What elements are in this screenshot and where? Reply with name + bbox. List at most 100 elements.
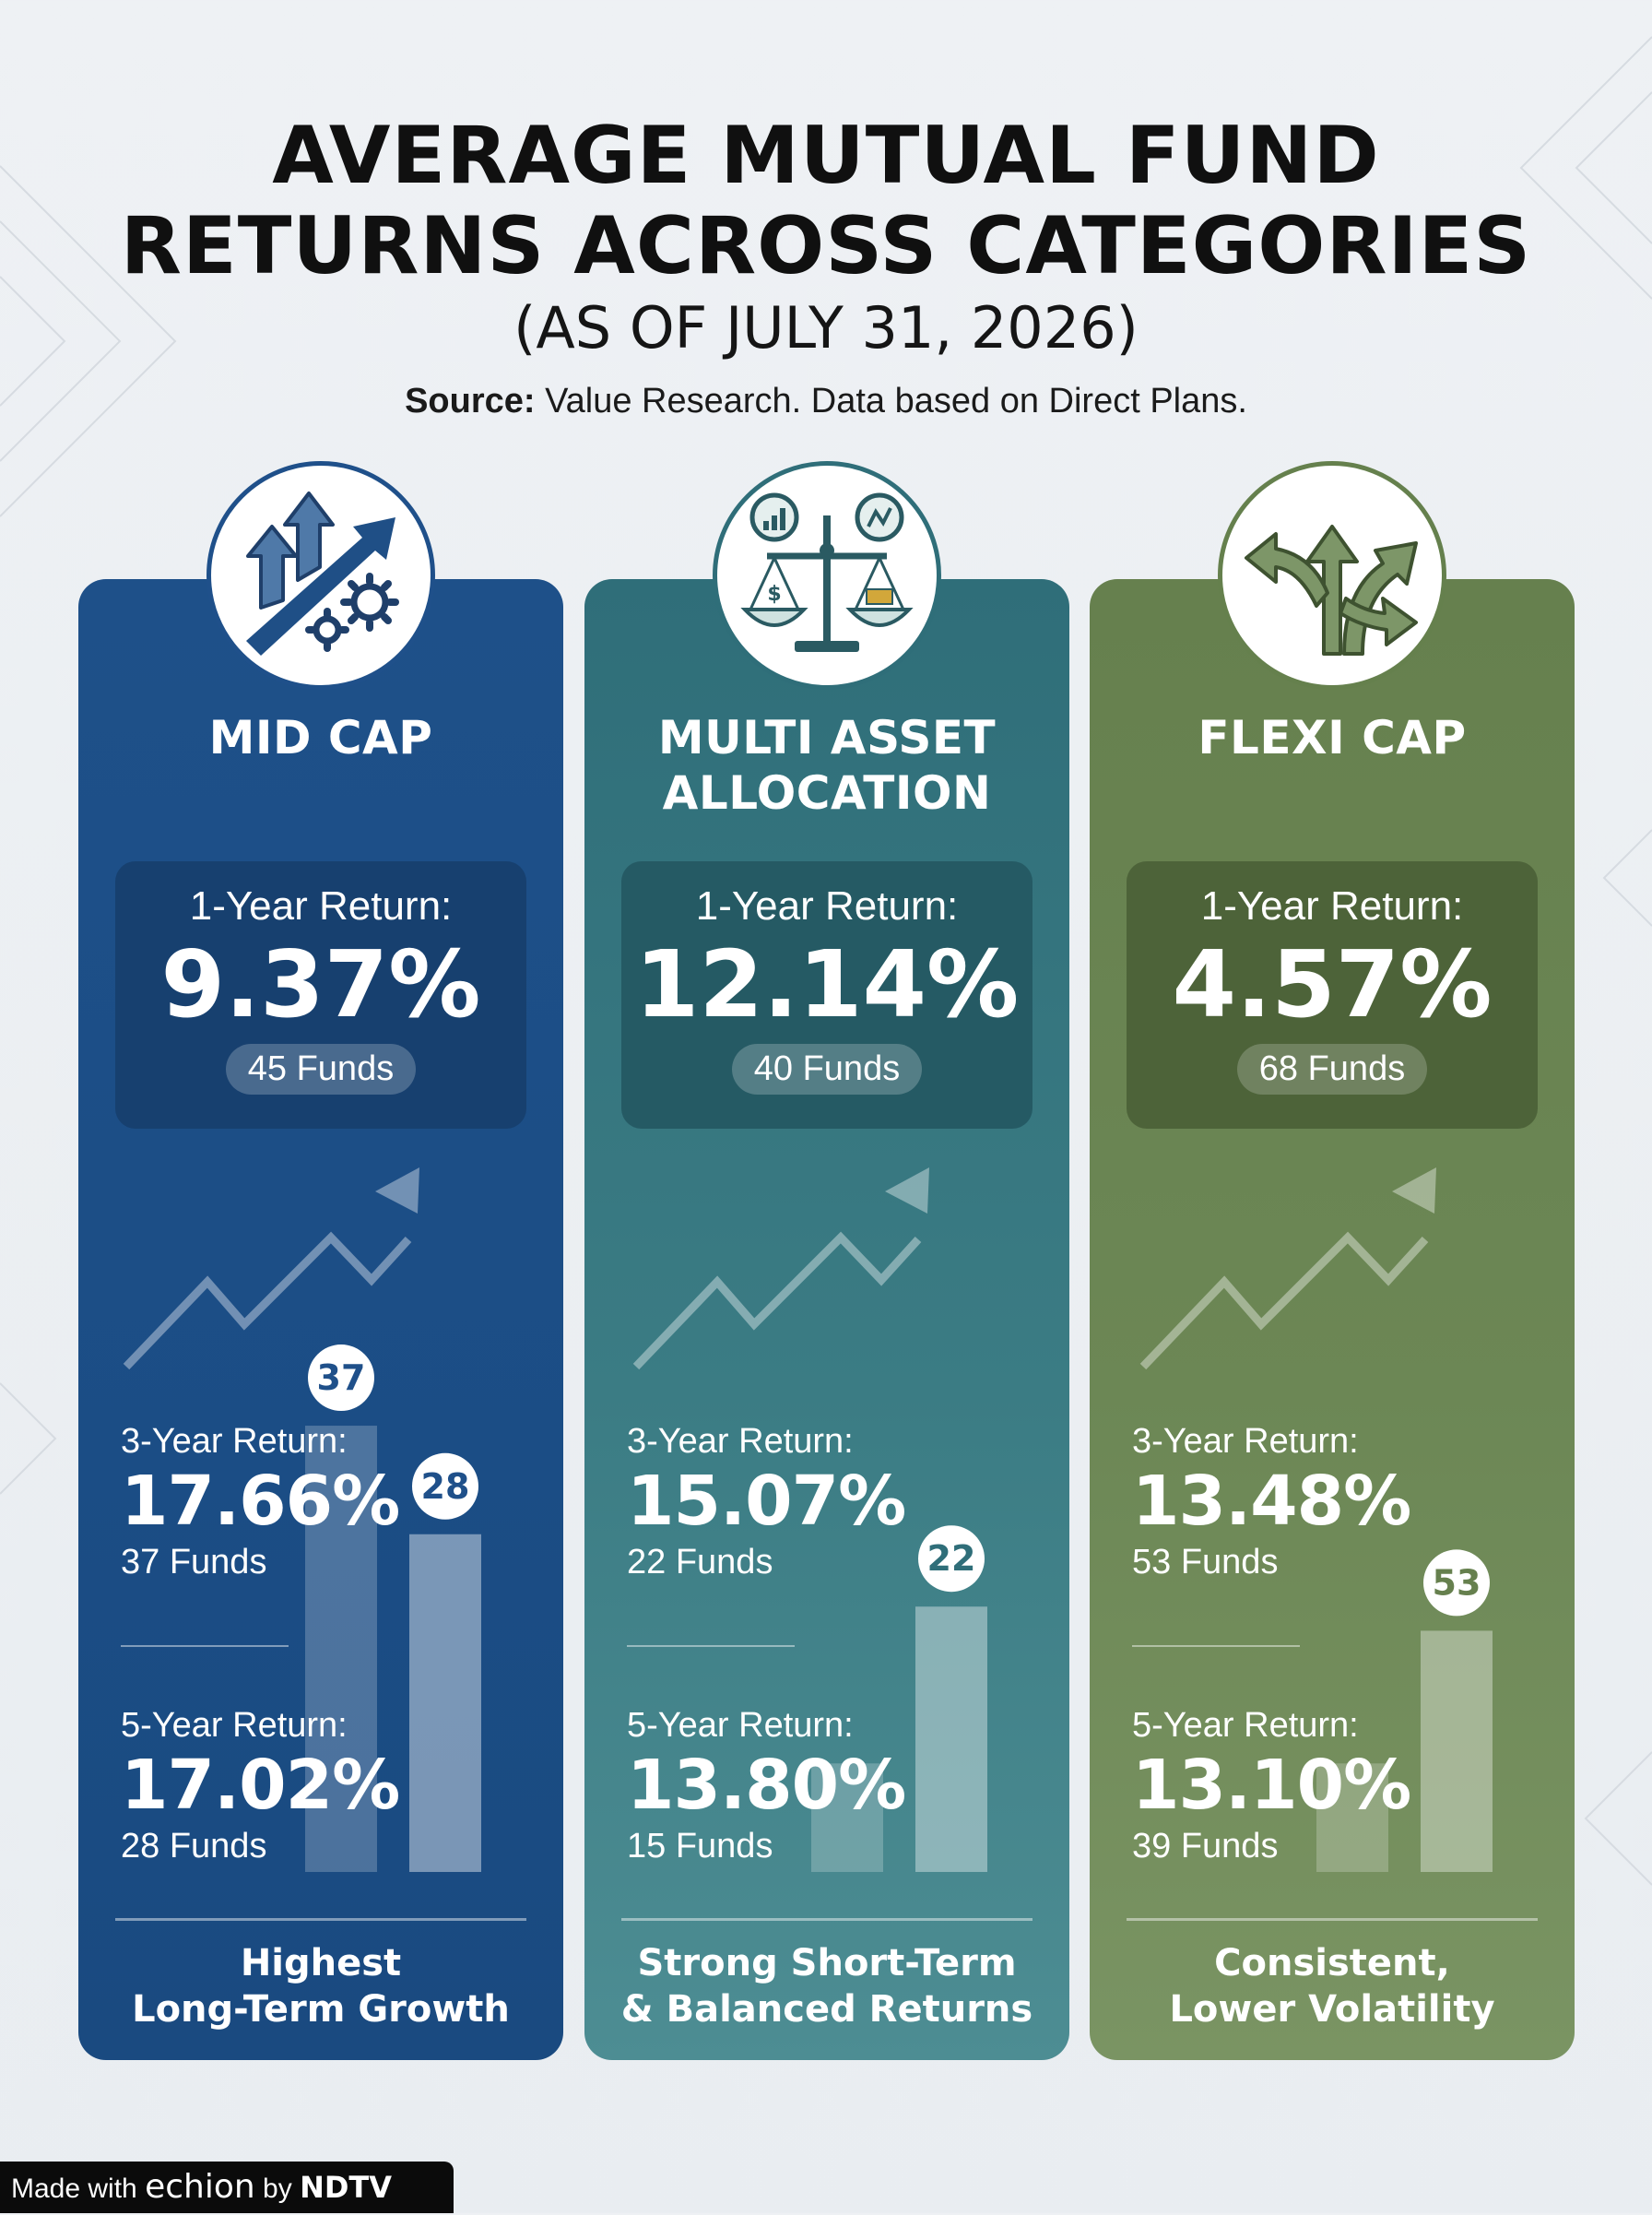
three-year-funds: 22 Funds [627,1543,773,1581]
bar-value-badge [1423,1549,1490,1617]
one-year-funds-badge: 40 Funds [731,1044,923,1095]
tagline-line-2: Lower Volatility [1169,1988,1495,2031]
balance-scale-icon: $ [713,461,941,690]
bar-value-text: 53 [1433,1562,1481,1603]
page-title: AVERAGE MUTUAL FUND RETURNS ACROSS CATEG… [0,111,1652,291]
three-year-label: 3-Year Return: [1132,1422,1359,1461]
bar-value-text: 28 [421,1466,470,1507]
category-title-line-1: FLEXI CAP [1198,711,1467,764]
divider [1127,1918,1538,1921]
chart-bar-3-year [305,1426,377,1872]
five-year-funds: 39 Funds [1132,1827,1279,1866]
made-with-credit: Made with echion by NDTV [0,2162,454,2213]
category-title: MID CAP [78,710,563,765]
one-year-value: 12.14% [634,930,1020,1038]
category-title-line-2: ALLOCATION [662,766,992,820]
card-flexi-cap: 53 FLEXI CAP 1-Year Return: 4.57% 68 Fun… [1090,579,1575,2060]
chart-bar-3-year [811,1763,883,1872]
trend-arrow-head [1392,1167,1436,1214]
category-title: MULTI ASSET ALLOCATION [584,710,1069,821]
tagline-line-2: Long-Term Growth [132,1988,510,2031]
one-year-return-box: 1-Year Return: 4.57% 68 Funds [1127,861,1538,1129]
source-note: Source: Value Research. Data based on Di… [0,382,1652,421]
five-year-return: 5-Year Return: 13.80% 15 Funds [627,1704,906,1868]
category-tagline: Highest Long-Term Growth [78,1940,563,2032]
one-year-value: 4.57% [1172,930,1493,1038]
bar-value-label: 22 [918,1525,985,1593]
five-year-value: 13.10% [1132,1746,1411,1825]
trend-arrow-line [1139,1231,1429,1370]
title-line-2: RETURNS ACROSS CATEGORIES [120,200,1532,292]
one-year-label: 1-Year Return: [1200,883,1464,929]
bar-value-label: 37 [308,1344,374,1412]
divider [115,1918,526,1921]
chart-multi-asset: 22 [632,1167,987,1872]
bar-value-badge [308,1344,374,1412]
three-year-return: 3-Year Return: 13.48% 53 Funds [1132,1420,1411,1584]
chart-mid-cap: 37 28 [123,1167,481,1872]
one-year-value: 9.37% [160,930,481,1038]
five-year-label: 5-Year Return: [1132,1706,1359,1745]
three-year-value: 17.66% [121,1462,400,1541]
three-year-return: 3-Year Return: 15.07% 22 Funds [627,1420,906,1584]
one-year-funds-badge: 68 Funds [1236,1044,1428,1095]
made-with-label: Made with [11,2174,137,2204]
card-multi-asset-allocation: 22 MULTI ASSET ALLOCATION 1-Year Return:… [584,579,1069,2060]
source-text: Value Research. Data based on Direct Pla… [545,382,1247,420]
ndtv-logo: NDTV [300,2170,392,2205]
chart-bar-5-year [915,1606,987,1872]
divider [1132,1645,1300,1647]
category-title: FLEXI CAP [1090,710,1575,765]
bar-value-text: 22 [927,1538,976,1579]
bar-value-badge [918,1525,985,1593]
one-year-return-box: 1-Year Return: 12.14% 40 Funds [621,861,1032,1129]
one-year-label: 1-Year Return: [695,883,959,929]
tagline-line-2: & Balanced Returns [620,1988,1033,2031]
three-year-funds: 37 Funds [121,1543,267,1581]
five-year-value: 13.80% [627,1746,906,1825]
trend-arrow-line [123,1231,412,1370]
svg-text:$: $ [767,583,781,606]
one-year-funds-badge: 45 Funds [225,1044,417,1095]
three-year-funds: 53 Funds [1132,1543,1279,1581]
bar-value-label: 53 [1423,1549,1490,1617]
divider [621,1918,1032,1921]
page-subtitle: (AS OF JULY 31, 2026) [513,294,1139,361]
header: AVERAGE MUTUAL FUND RETURNS ACROSS CATEG… [0,111,1652,421]
title-line-1: AVERAGE MUTUAL FUND [272,110,1380,202]
one-year-label: 1-Year Return: [189,883,453,929]
bar-value-text: 37 [317,1357,366,1398]
three-year-label: 3-Year Return: [121,1422,348,1461]
divider [121,1645,289,1647]
bar-value-badge [412,1452,478,1520]
three-year-value: 13.48% [1132,1462,1411,1541]
diverging-arrows-icon [1218,461,1446,690]
five-year-label: 5-Year Return: [627,1706,854,1745]
one-year-return-box: 1-Year Return: 9.37% 45 Funds [115,861,526,1129]
divider [627,1645,795,1647]
category-title-line-1: MULTI ASSET [657,711,997,764]
card-mid-cap: 37 28 MID CAP 1-Year Return: 9.37% 45 Fun… [78,579,563,2060]
five-year-funds: 28 Funds [121,1827,267,1866]
three-year-label: 3-Year Return: [627,1422,854,1461]
growth-arrows-gears-icon [206,461,435,690]
by-label: by [263,2174,292,2204]
category-tagline: Strong Short-Term & Balanced Returns [584,1940,1069,2032]
source-label: Source: [405,382,536,420]
tagline-line-1: Highest [240,1942,402,1984]
trend-arrow-line [632,1231,922,1370]
three-year-return: 3-Year Return: 17.66% 37 Funds [121,1420,400,1584]
trend-arrow-head [885,1167,929,1214]
trend-arrow-head [375,1167,419,1214]
chart-flexi-cap: 53 [1139,1167,1493,1872]
category-tagline: Consistent, Lower Volatility [1090,1940,1575,2032]
bar-value-label: 28 [412,1452,478,1520]
tagline-line-1: Consistent, [1214,1942,1450,1984]
five-year-return: 5-Year Return: 13.10% 39 Funds [1132,1704,1411,1868]
category-title-line-1: MID CAP [208,711,433,764]
five-year-funds: 15 Funds [627,1827,773,1866]
chart-bar-5-year [1421,1630,1493,1872]
chart-bar-5-year [409,1534,481,1872]
tagline-line-1: Strong Short-Term [637,1942,1017,1984]
